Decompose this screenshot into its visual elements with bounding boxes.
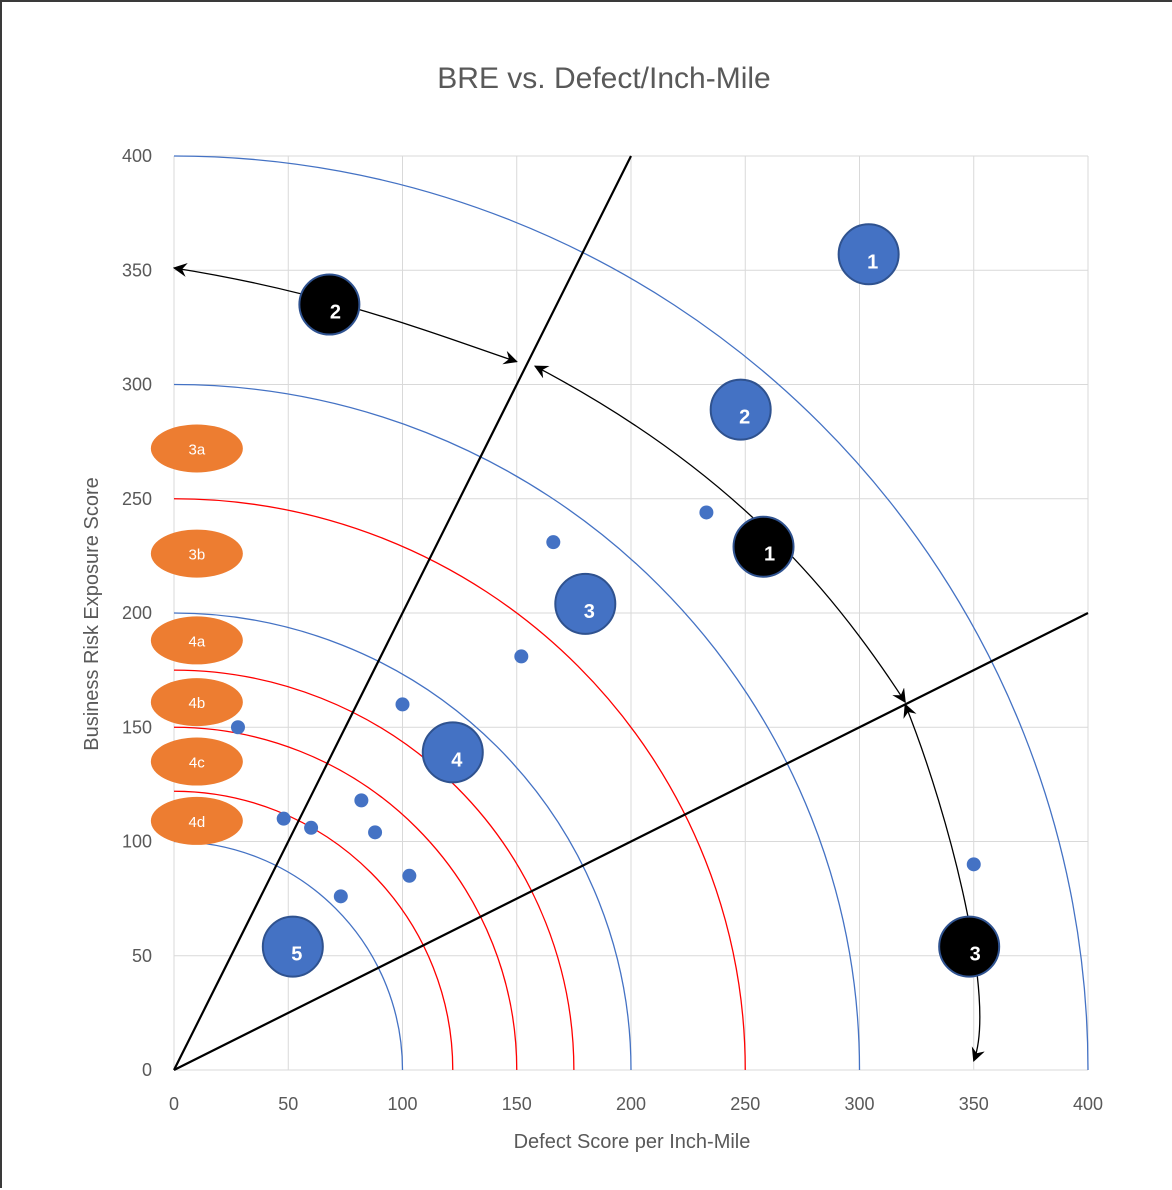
data-point	[546, 535, 561, 550]
ring-label-badge	[150, 678, 243, 727]
sector-marker	[298, 273, 361, 336]
ring-label-text: 4a	[189, 633, 206, 650]
sector-marker	[732, 515, 795, 578]
ring-label-badge	[150, 529, 243, 578]
x-tick-label: 200	[616, 1094, 646, 1114]
x-tick-label: 150	[502, 1094, 532, 1114]
zone-bubble	[261, 915, 324, 978]
zone-bubble	[837, 223, 900, 286]
x-tick-label: 400	[1073, 1094, 1103, 1114]
y-axis-label: Business Risk Exposure Score	[81, 477, 103, 750]
sector-marker-label: 2	[330, 302, 341, 324]
data-point	[354, 793, 369, 808]
ring-label-text: 4c	[189, 755, 205, 772]
x-tick-label: 0	[169, 1094, 179, 1114]
x-axis-label: Defect Score per Inch-Mile	[514, 1131, 751, 1153]
data-point	[402, 868, 417, 883]
ring-label-badge	[150, 737, 243, 786]
y-tick-label: 350	[122, 260, 152, 280]
sector-markers: 1 2 3	[298, 273, 1001, 978]
y-tick-label: 250	[122, 489, 152, 509]
x-tick-label: 300	[844, 1094, 874, 1114]
radius-arc	[173, 790, 454, 1071]
y-tick-label: 150	[122, 717, 152, 737]
radius-arc	[173, 498, 746, 1071]
y-tick-label: 200	[122, 603, 152, 623]
sector-marker-label: 3	[970, 944, 981, 966]
zone-bubble-label: 3	[584, 601, 595, 623]
boundary-lines	[173, 155, 1089, 1071]
data-point	[395, 697, 410, 712]
data-points	[230, 505, 981, 904]
data-point	[230, 720, 245, 735]
ring-label-text: 3a	[189, 441, 206, 458]
data-point	[514, 649, 529, 664]
ring-label-text: 4b	[189, 695, 206, 712]
radius-arc	[173, 669, 575, 1071]
radius-arc	[173, 612, 632, 1071]
ring-label-badge	[150, 424, 243, 473]
ring-label-badge	[150, 616, 243, 665]
radius-arc	[173, 726, 518, 1071]
zone-bubble	[554, 572, 617, 635]
data-point	[333, 889, 348, 904]
boundary-line	[173, 612, 1089, 1071]
zone-bubble-label: 2	[739, 407, 750, 429]
chart-title: BRE vs. Defect/Inch-Mile	[437, 62, 770, 95]
y-tick-label: 300	[122, 375, 152, 395]
boundary-line	[173, 155, 632, 1071]
flow-arrow-down	[903, 703, 985, 1062]
ring-label-badge	[150, 796, 243, 845]
zone-bubble-label: 4	[451, 749, 463, 771]
data-point	[304, 820, 319, 835]
flow-arrow-left	[172, 263, 518, 365]
y-tick-label: 400	[122, 146, 152, 166]
y-tick-label: 50	[132, 946, 152, 966]
zone-bubble-label: 5	[291, 944, 302, 966]
data-point	[276, 811, 291, 826]
sector-marker-label: 1	[764, 544, 775, 566]
y-tick-label: 0	[142, 1060, 152, 1080]
x-tick-label: 350	[959, 1094, 989, 1114]
x-tick-label: 50	[278, 1094, 298, 1114]
zone-bubble	[709, 378, 772, 441]
zone-bubble-label: 1	[867, 251, 878, 273]
ring-label-text: 4d	[189, 814, 206, 831]
zone-bubble	[421, 721, 484, 784]
data-point	[368, 825, 383, 840]
tick-labels: 0 50 100 150 200 250 300 350 4000501001502002503…	[122, 146, 1103, 1114]
ring-labels: 3a 3b 4a 4b 4c 4d	[150, 424, 243, 845]
zone-bubbles: 1 2 3 4 5	[261, 223, 900, 978]
radius-arc	[173, 840, 404, 1071]
data-point	[699, 505, 714, 520]
sector-marker	[938, 915, 1001, 978]
x-tick-label: 250	[730, 1094, 760, 1114]
x-tick-label: 100	[387, 1094, 417, 1114]
data-point	[966, 857, 981, 872]
y-tick-label: 100	[122, 832, 152, 852]
ring-label-text: 3b	[189, 547, 206, 564]
